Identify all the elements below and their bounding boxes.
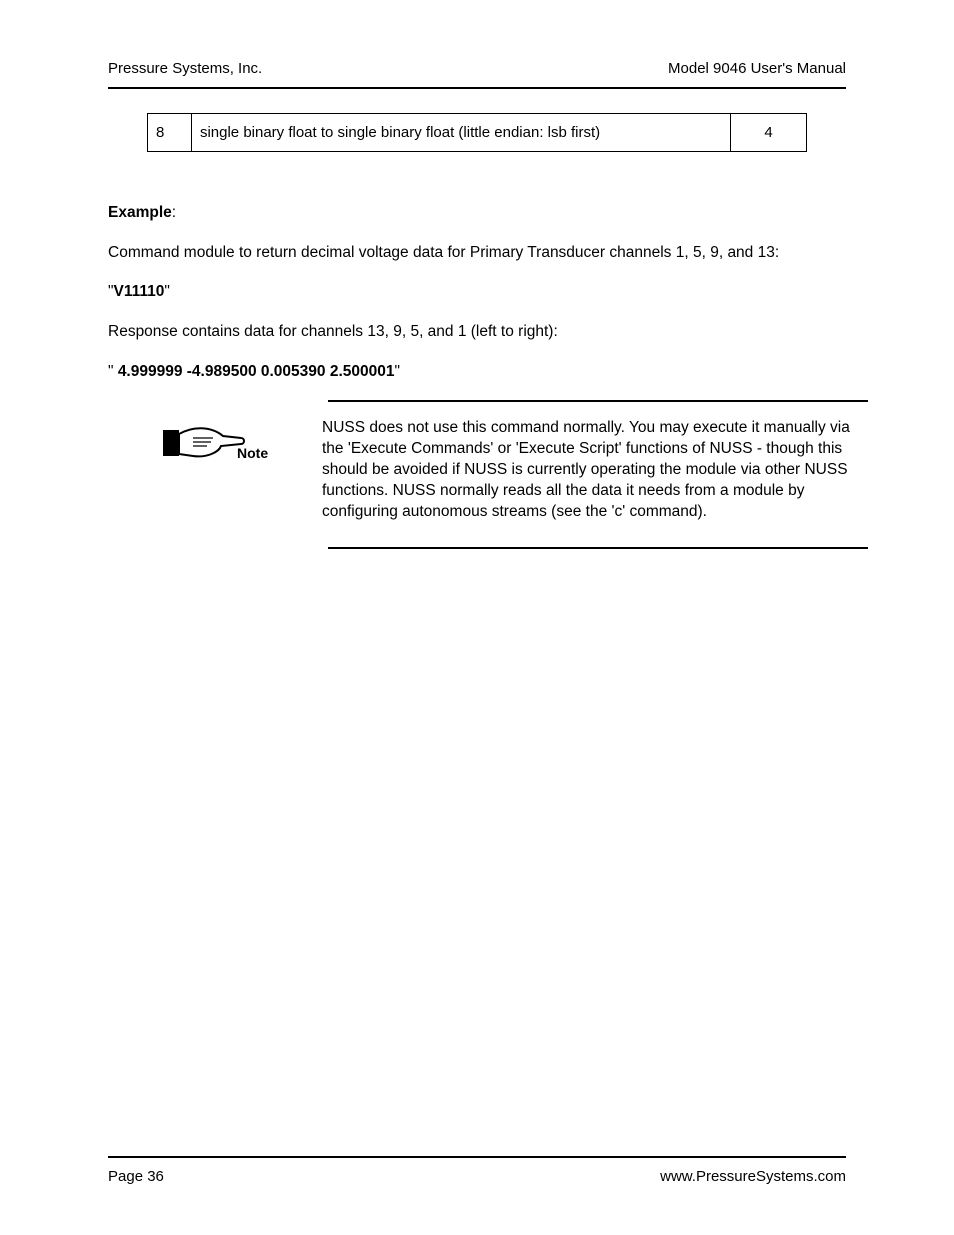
note-label: Note [237,445,268,461]
example-response: " 4.999999 -4.989500 0.005390 2.500001" [108,361,846,383]
response-text: 4.999999 -4.989500 0.005390 2.500001 [118,363,395,380]
example-heading: Example: [108,202,846,224]
footer-url: www.PressureSystems.com [660,1168,846,1185]
table-cell-code: 8 [148,114,192,152]
note-block: Note NUSS does not use this command norm… [148,400,868,549]
example-command: "V11110" [108,281,846,303]
note-top-rule [328,400,868,402]
note-text: NUSS does not use this command normally.… [322,418,868,523]
header-right: Model 9046 User's Manual [668,60,846,77]
page-footer: Page 36 www.PressureSystems.com [108,1156,846,1185]
quote-open: " [108,363,118,380]
example-colon: : [172,204,176,221]
table-row: 8 single binary float to single binary f… [148,114,807,152]
footer-page: Page 36 [108,1168,164,1185]
example-label: Example [108,204,172,221]
note-row: Note NUSS does not use this command norm… [148,418,868,523]
page-header: Pressure Systems, Inc. Model 9046 User's… [108,60,846,89]
note-icon-cell: Note [148,418,298,523]
format-table: 8 single binary float to single binary f… [147,113,807,152]
table-cell-desc: single binary float to single binary flo… [191,114,730,152]
example-para2: Response contains data for channels 13, … [108,321,846,343]
quote-close: " [164,283,170,300]
example-para1: Command module to return decimal voltage… [108,242,846,264]
quote-close: " [395,363,401,380]
header-left: Pressure Systems, Inc. [108,60,262,77]
note-bottom-rule [328,547,868,549]
command-text: V11110 [114,283,165,300]
table-cell-bytes: 4 [731,114,807,152]
pointing-hand-icon: Note [163,424,283,464]
